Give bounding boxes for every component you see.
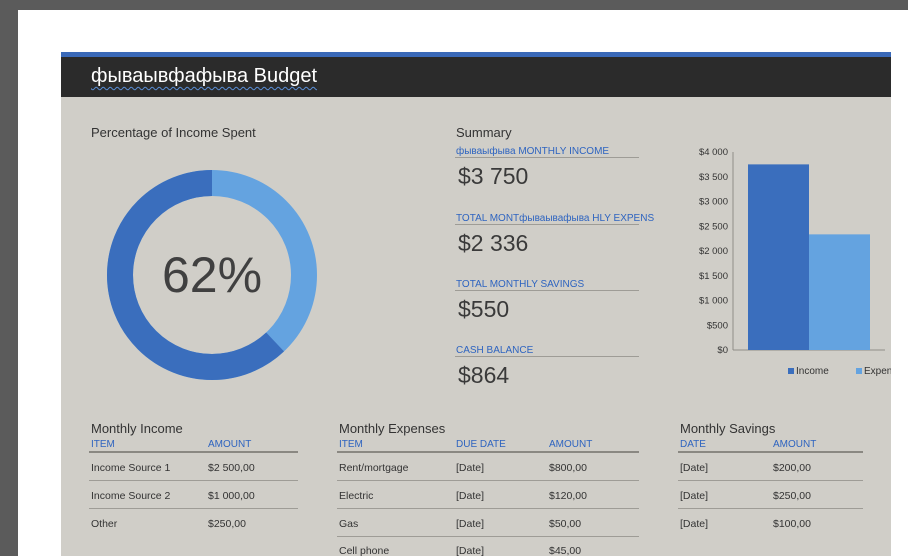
summary-savings-value: $550 bbox=[458, 296, 510, 322]
expenses-row-amount[interactable]: $50,00 bbox=[549, 518, 582, 530]
savings-col-amount: AMOUNT bbox=[773, 439, 817, 450]
row-divider bbox=[337, 480, 639, 481]
income-row-amount[interactable]: $1 000,00 bbox=[208, 490, 255, 502]
percent-spent-value: 62% bbox=[161, 247, 263, 303]
expenses-row-amount[interactable]: $800,00 bbox=[549, 462, 587, 474]
income-col-item: ITEM bbox=[91, 439, 115, 450]
donut-spent-arc bbox=[107, 170, 317, 380]
legend-label: Expenses bbox=[864, 366, 891, 377]
y-tick-label: $3 500 bbox=[699, 172, 728, 183]
legend-swatch bbox=[788, 368, 794, 374]
savings-row-date[interactable]: [Date] bbox=[680, 462, 709, 474]
y-tick-label: $4 000 bbox=[699, 147, 728, 158]
expenses-row-item[interactable]: Electric bbox=[339, 490, 374, 502]
savings-row-amount[interactable]: $100,00 bbox=[773, 518, 811, 530]
summary-divider bbox=[455, 290, 639, 291]
expenses-table-title: Monthly Expenses bbox=[339, 421, 446, 436]
header-accent-bar bbox=[61, 52, 891, 57]
y-tick-label: $1 500 bbox=[699, 271, 728, 282]
y-tick-label: $3 000 bbox=[699, 197, 728, 208]
y-tick-label: $500 bbox=[707, 320, 728, 331]
expenses-row-item[interactable]: Cell phone bbox=[339, 545, 390, 556]
savings-row-amount[interactable]: $200,00 bbox=[773, 462, 811, 474]
income-row-item[interactable]: Income Source 1 bbox=[91, 462, 171, 474]
summary-savings-label: TOTAL MONTHLY SAVINGS bbox=[456, 279, 585, 290]
expenses-col-amount: AMOUNT bbox=[549, 439, 593, 450]
row-divider bbox=[337, 536, 639, 537]
row-divider bbox=[89, 508, 298, 509]
summary-expenses-value: $2 336 bbox=[458, 230, 529, 256]
row-divider bbox=[678, 508, 863, 509]
expenses-row-due-date[interactable]: [Date] bbox=[456, 545, 485, 556]
expenses-row-item[interactable]: Rent/mortgage bbox=[339, 462, 409, 474]
summary-divider bbox=[455, 224, 639, 225]
summary-income-value: $3 750 bbox=[458, 163, 529, 189]
percent-spent-title: Percentage of Income Spent bbox=[91, 125, 256, 140]
y-tick-label: $2 500 bbox=[699, 221, 728, 232]
savings-header-rule bbox=[678, 451, 863, 453]
savings-table-title: Monthly Savings bbox=[680, 421, 776, 436]
bar-expenses bbox=[809, 234, 870, 350]
expenses-row-amount[interactable]: $45,00 bbox=[549, 545, 582, 556]
summary-cash-value: $864 bbox=[458, 362, 510, 388]
expenses-col-due-date: DUE DATE bbox=[456, 439, 506, 450]
expenses-row-due-date[interactable]: [Date] bbox=[456, 462, 485, 474]
legend-label: Income bbox=[796, 366, 829, 377]
savings-row-date[interactable]: [Date] bbox=[680, 490, 709, 502]
summary-income-label: фываыфыва MONTHLY INCOME bbox=[456, 146, 610, 157]
row-divider bbox=[337, 508, 639, 509]
summary-cash-label: CASH BALANCE bbox=[456, 345, 534, 356]
expenses-row-item[interactable]: Gas bbox=[339, 518, 359, 530]
percent-spent-donut[interactable]: 62% bbox=[107, 170, 317, 380]
row-divider bbox=[89, 480, 298, 481]
expenses-header-rule bbox=[337, 451, 639, 453]
income-col-amount: AMOUNT bbox=[208, 439, 252, 450]
expenses-row-amount[interactable]: $120,00 bbox=[549, 490, 587, 502]
summary-divider bbox=[455, 356, 639, 357]
expenses-row-due-date[interactable]: [Date] bbox=[456, 518, 485, 530]
legend-swatch bbox=[856, 368, 862, 374]
income-row-amount[interactable]: $2 500,00 bbox=[208, 462, 255, 474]
title-bar: фываывфафыва Budget bbox=[61, 57, 891, 97]
document-canvas: фываывфафыва Budget Percentage of Income… bbox=[18, 10, 908, 556]
savings-row-amount[interactable]: $250,00 bbox=[773, 490, 811, 502]
summary-divider bbox=[455, 157, 639, 158]
bar-income bbox=[748, 164, 809, 350]
row-divider bbox=[678, 480, 863, 481]
savings-col-date: DATE bbox=[680, 439, 706, 450]
y-tick-label: $0 bbox=[717, 345, 728, 356]
page-title[interactable]: фываывфафыва Budget bbox=[91, 65, 318, 87]
income-row-amount[interactable]: $250,00 bbox=[208, 518, 246, 530]
income-expense-chart[interactable]: $0 $500 $1 000 $1 500 $2 000 $2 500 $3 000 $3 5… bbox=[656, 140, 891, 390]
income-row-item[interactable]: Income Source 2 bbox=[91, 490, 171, 502]
expenses-row-due-date[interactable]: [Date] bbox=[456, 490, 485, 502]
donut-chart-svg bbox=[107, 170, 317, 380]
budget-sheet: фываывфафыва Budget Percentage of Income… bbox=[61, 52, 891, 556]
summary-expenses-label: TOTAL MONTфываывафыва HLY EXPENS bbox=[456, 213, 655, 224]
expenses-col-item: ITEM bbox=[339, 439, 363, 450]
summary-title: Summary bbox=[456, 125, 512, 140]
bar-chart-svg: $0 $500 $1 000 $1 500 $2 000 $2 500 $3 000 $3 5… bbox=[699, 147, 891, 377]
income-header-rule bbox=[89, 451, 298, 453]
income-row-item[interactable]: Other bbox=[91, 518, 118, 530]
income-table-title: Monthly Income bbox=[91, 421, 183, 436]
savings-row-date[interactable]: [Date] bbox=[680, 518, 709, 530]
y-tick-label: $1 000 bbox=[699, 296, 728, 307]
y-tick-label: $2 000 bbox=[699, 246, 728, 257]
